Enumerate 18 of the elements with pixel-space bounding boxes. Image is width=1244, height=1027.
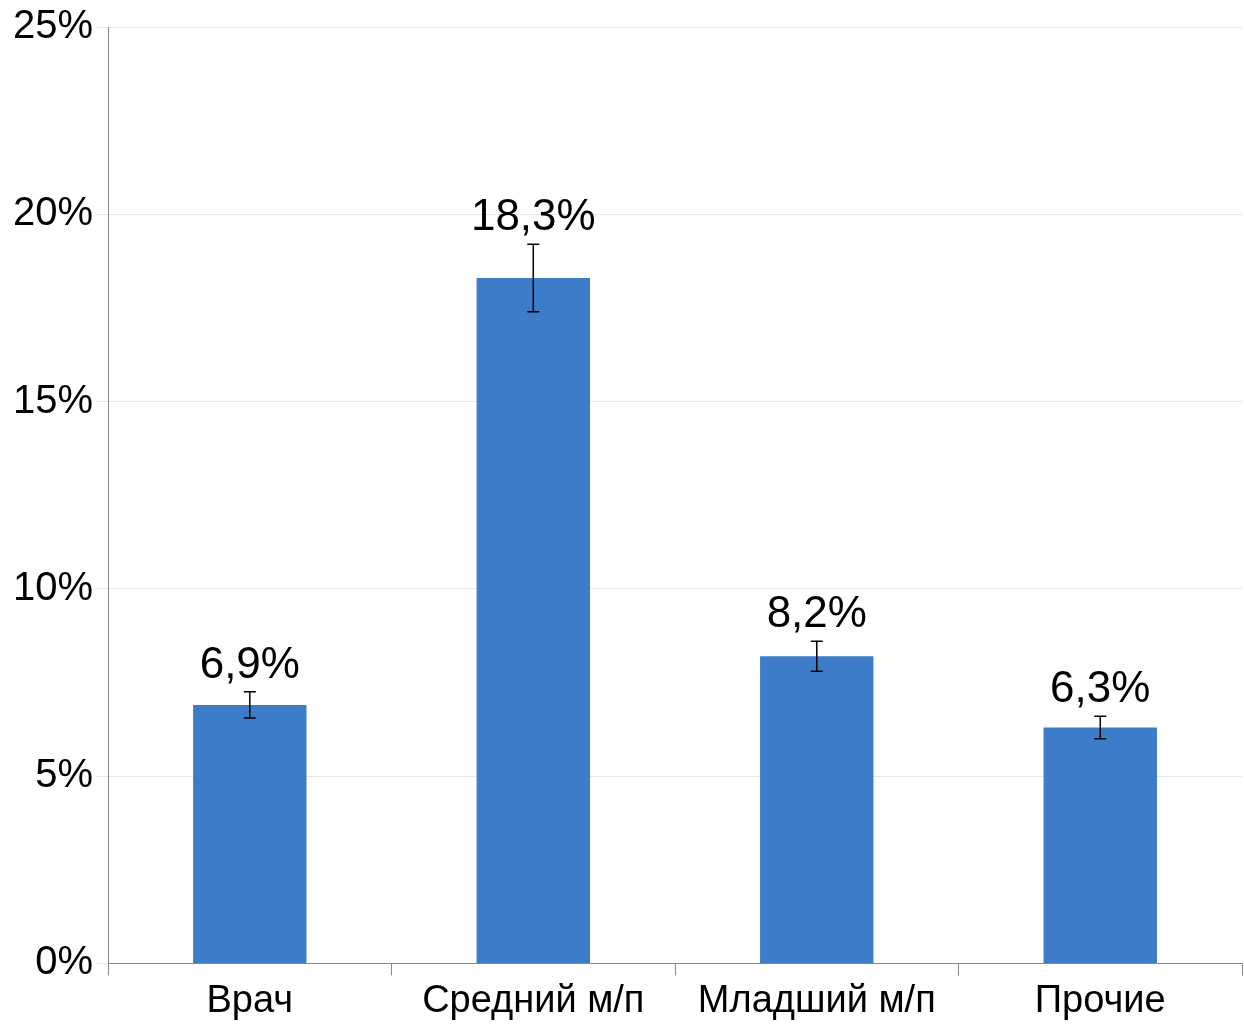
bar <box>193 704 307 963</box>
data-label: 8,2% <box>766 587 867 637</box>
y-tick-label: 0% <box>35 938 94 983</box>
y-tick-label: 5% <box>35 751 94 796</box>
data-label: 18,3% <box>470 190 596 240</box>
data-label: 6,3% <box>1050 662 1151 712</box>
bar <box>476 277 590 963</box>
y-tick-label: 25% <box>13 2 94 47</box>
y-tick-label: 20% <box>13 189 94 234</box>
x-tick-label: Врач <box>206 977 294 1020</box>
bar <box>760 656 874 963</box>
x-tick-label: Прочие <box>1034 977 1166 1020</box>
y-tick-label: 15% <box>13 376 94 421</box>
x-tick-label: Средний м/п <box>422 977 645 1020</box>
data-label: 6,9% <box>199 637 300 687</box>
bar <box>1043 727 1157 963</box>
x-tick-label: Младший м/п <box>697 977 936 1020</box>
y-tick-label: 10% <box>13 563 94 608</box>
